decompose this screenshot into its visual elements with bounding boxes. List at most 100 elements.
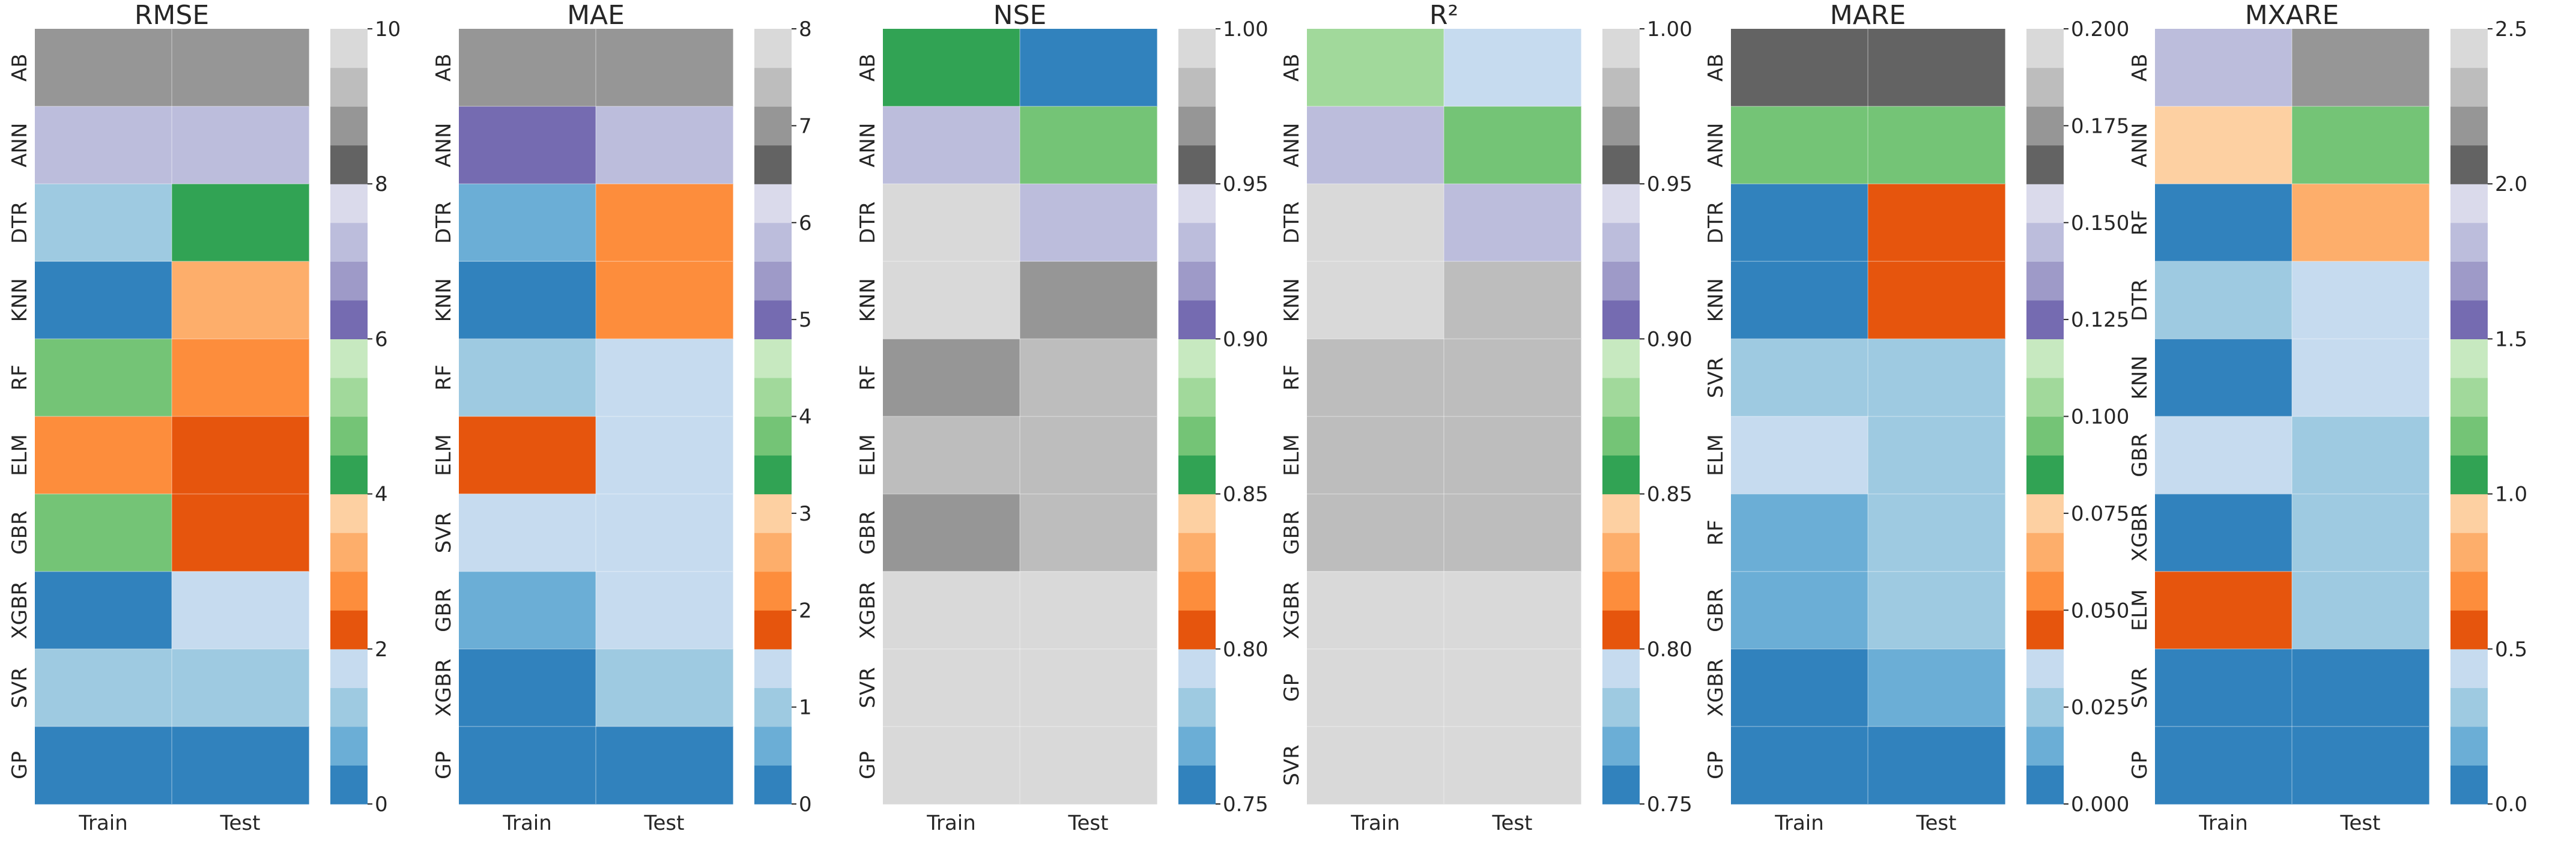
colorbar-tick-label: 2 <box>799 599 812 623</box>
row-tick-label: ANN <box>432 123 456 168</box>
column-tick-label: Test <box>1492 811 1533 835</box>
row-tick-label: SVR <box>2128 667 2152 708</box>
heatmap-cell <box>883 726 1020 805</box>
panel-title: MXARE <box>2245 0 2339 31</box>
heatmap-cell <box>2155 261 2293 339</box>
colorbar-segment <box>330 494 368 533</box>
column-tick-label: Train <box>1774 811 1824 835</box>
heatmap-panel: RMSE AB ANN DTR KNN RF ELM GBR XGBR SVR GP Train Tes… <box>8 0 401 835</box>
row-tick-label: KNN <box>8 278 32 322</box>
colorbar-segment <box>2450 765 2488 805</box>
heatmap-cell <box>1020 106 1157 184</box>
colorbar-segment <box>1602 494 1640 533</box>
panel-title: MARE <box>1830 0 1906 31</box>
colorbar-segment <box>754 571 792 611</box>
row-tick-label: ANN <box>8 123 32 168</box>
row-tick-label: RF <box>8 364 32 390</box>
colorbar-segment <box>2450 184 2488 223</box>
row-tick-label: GBR <box>856 511 880 555</box>
colorbar-tick-label: 0.050 <box>2071 599 2129 623</box>
heatmap-cell <box>1307 648 1444 727</box>
colorbar-segment <box>330 339 368 378</box>
colorbar-tick-label: 7 <box>799 114 812 138</box>
row-tick-label: KNN <box>856 278 880 322</box>
row-tick-label: KNN <box>1704 278 1728 322</box>
colorbar-tick-label: 2.0 <box>2495 172 2527 196</box>
heatmap-cell <box>2292 184 2429 262</box>
colorbar-segment <box>1178 300 1216 339</box>
colorbar-segment <box>330 222 368 262</box>
colorbar-segment <box>754 377 792 417</box>
heatmap-cell <box>883 339 1020 417</box>
heatmap-cell <box>2292 416 2429 495</box>
row-tick-label: XGBR <box>1280 581 1304 639</box>
colorbar-segment <box>1178 184 1216 223</box>
heatmap-cell <box>1444 494 1581 572</box>
colorbar-segment <box>1602 145 1640 184</box>
colorbar-tick-label: 3 <box>799 502 812 526</box>
colorbar-segment <box>1178 610 1216 650</box>
colorbar-segment <box>2026 300 2064 339</box>
colorbar-segment <box>1602 184 1640 223</box>
row-tick-label: KNN <box>432 278 456 322</box>
panel-title: NSE <box>993 0 1047 31</box>
heatmap-cell <box>596 494 733 572</box>
colorbar-segment <box>2450 106 2488 146</box>
colorbar-segment <box>754 494 792 533</box>
heatmap-cell <box>35 184 172 262</box>
heatmap-cell <box>1307 416 1444 495</box>
colorbar-segment <box>2450 610 2488 650</box>
colorbar-segment <box>754 648 792 688</box>
row-tick-label: XGBR <box>856 581 880 639</box>
heatmap-cell <box>459 29 596 107</box>
heatmap-cell <box>172 416 309 495</box>
row-tick-label: DTR <box>432 201 456 244</box>
heatmap-cell <box>596 261 733 339</box>
colorbar-segment <box>1178 765 1216 805</box>
column-tick-label: Test <box>644 811 685 835</box>
colorbar-segment <box>754 145 792 184</box>
heatmap-cell <box>1444 648 1581 727</box>
colorbar-segment <box>1178 455 1216 495</box>
colorbar-segment <box>1178 339 1216 378</box>
colorbar-segment <box>2450 726 2488 766</box>
row-tick-label: RF <box>856 364 880 390</box>
colorbar-segment <box>330 726 368 766</box>
heatmap-cell <box>883 648 1020 727</box>
colorbar-segment <box>1602 765 1640 805</box>
colorbar-segment <box>2450 533 2488 572</box>
heatmap-cell <box>2155 339 2293 417</box>
colorbar-tick-label: 0.100 <box>2071 405 2129 429</box>
colorbar-segment <box>1178 494 1216 533</box>
colorbar-segment <box>2026 184 2064 223</box>
colorbar-tick-label: 0.85 <box>1647 483 1693 507</box>
colorbar-tick-label: 0.125 <box>2071 308 2129 332</box>
heatmap-cell <box>1307 184 1444 262</box>
colorbar-tick-label: 8 <box>375 172 388 196</box>
colorbar-tick-label: 0.175 <box>2071 114 2129 138</box>
row-tick-label: GBR <box>8 511 32 555</box>
row-tick-label: XGBR <box>432 659 456 717</box>
colorbar-tick-label: 2 <box>375 638 388 662</box>
heatmap-cell <box>1868 571 2005 650</box>
heatmap-cell <box>1444 339 1581 417</box>
heatmap-cell <box>1020 494 1157 572</box>
colorbar-tick-label: 0.95 <box>1223 172 1268 196</box>
colorbar-tick-label: 0.95 <box>1647 172 1693 196</box>
row-tick-label: ELM <box>1280 434 1304 476</box>
colorbar-segment <box>754 765 792 805</box>
colorbar-segment <box>330 455 368 495</box>
heatmap-cell <box>1307 494 1444 572</box>
panel-title: RMSE <box>135 0 209 31</box>
heatmap-cell <box>1020 184 1157 262</box>
colorbar-segment <box>754 222 792 262</box>
heatmap-cell <box>2292 648 2429 727</box>
colorbar-segment <box>754 29 792 68</box>
heatmap-cell <box>1731 29 1868 107</box>
heatmap-cell <box>35 339 172 417</box>
row-tick-label: AB <box>2128 53 2152 82</box>
colorbar-segment <box>2026 533 2064 572</box>
colorbar-segment <box>1602 648 1640 688</box>
heatmap-cell <box>1868 726 2005 805</box>
colorbar-segment <box>2450 416 2488 456</box>
